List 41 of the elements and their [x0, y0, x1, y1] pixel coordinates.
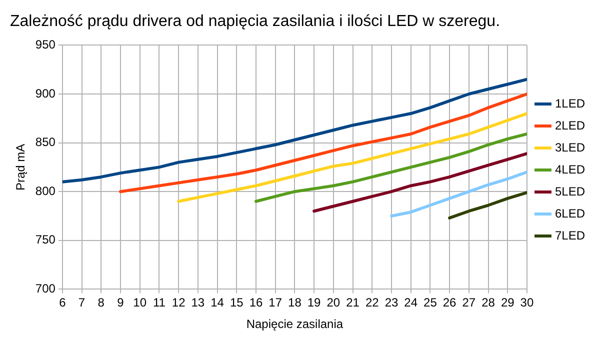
- x-tick-label: 28: [482, 296, 496, 310]
- legend-label: 2LED: [554, 118, 586, 132]
- x-tick-label: 9: [117, 296, 124, 310]
- x-tick-label: 12: [172, 296, 186, 310]
- x-tick-label: 6: [59, 296, 66, 310]
- x-tick-label: 26: [442, 296, 457, 310]
- legend-label: 3LED: [554, 140, 586, 154]
- x-tick-label: 21: [346, 296, 360, 310]
- y-axis-title: Prąd mA: [14, 144, 28, 191]
- x-tick-label: 18: [288, 296, 302, 310]
- legend-label: 4LED: [554, 162, 586, 176]
- x-tick-label: 29: [500, 296, 515, 310]
- x-tick-label: 14: [210, 296, 224, 310]
- x-axis-title: Napięcie zasilania: [246, 317, 344, 332]
- x-tick-label: 20: [326, 296, 340, 310]
- chart-title: Zależność prądu drivera od napięcia zasilania i ilości LED w szeregu.: [10, 13, 500, 30]
- x-tick-label: 23: [384, 296, 398, 310]
- x-tick-label: 19: [307, 296, 322, 310]
- y-tick-label: 900: [35, 86, 56, 100]
- y-tick-label: 850: [35, 135, 56, 150]
- x-tick-label: 10: [133, 296, 147, 310]
- x-tick-label: 27: [462, 296, 476, 310]
- y-tick-label: 700: [35, 282, 56, 296]
- x-tick-label: 25: [424, 296, 438, 310]
- y-tick-label: 800: [35, 184, 56, 198]
- y-tick-label: 750: [35, 232, 56, 247]
- legend-label: 1LED: [554, 96, 586, 110]
- x-tick-label: 13: [191, 296, 205, 310]
- legend-label: 5LED: [554, 184, 586, 198]
- x-tick-label: 11: [152, 296, 166, 310]
- x-tick-label: 22: [365, 296, 380, 310]
- x-tick-label: 16: [249, 296, 263, 310]
- x-tick-label: 7: [78, 296, 86, 310]
- y-tick-label: 950: [35, 38, 56, 52]
- x-tick-label: 8: [98, 296, 105, 310]
- x-tick-label: 24: [404, 296, 418, 310]
- x-tick-label: 17: [268, 296, 282, 310]
- x-tick-label: 15: [230, 296, 244, 310]
- legend-label: 6LED: [554, 206, 586, 220]
- x-tick-label: 30: [520, 296, 534, 310]
- legend-label: 7LED: [554, 228, 586, 242]
